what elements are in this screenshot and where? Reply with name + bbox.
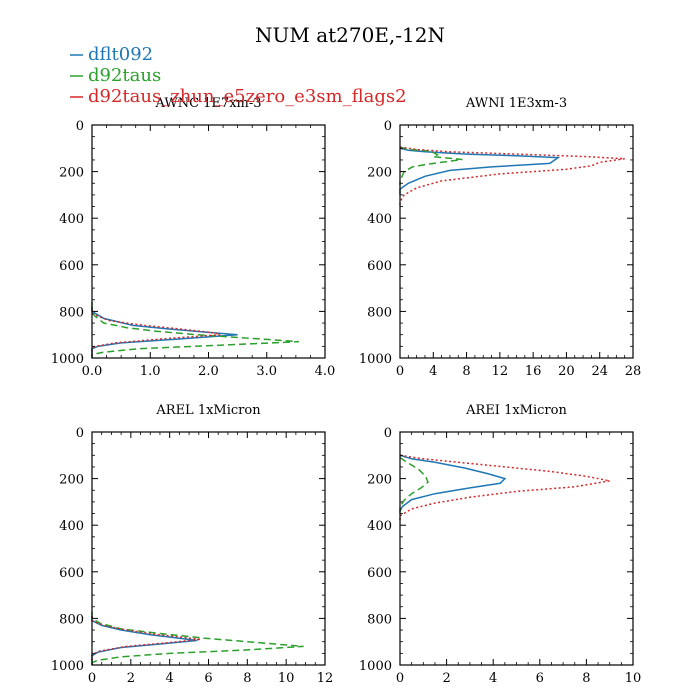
y-tick-label: 600	[367, 259, 392, 274]
x-tick-label: 4.0	[315, 364, 336, 379]
series-line-d92taus	[399, 456, 429, 514]
series-line-d92taus	[91, 302, 299, 358]
x-tick-label: 1.0	[140, 364, 161, 379]
plot-frame	[399, 124, 634, 359]
series-line-d92taus-zhun-e5zero-e3sm-flags2	[91, 309, 221, 358]
x-tick-label: 0	[396, 671, 404, 686]
x-tick-label: 0	[88, 671, 96, 686]
y-tick-label: 1000	[359, 659, 392, 674]
series-line-dflt092	[91, 616, 197, 665]
x-tick-label: 20	[558, 364, 575, 379]
panel-arei: 0 2 4 6 8 10 0 200 400 600 800 1000 AREI 1xMicron	[359, 403, 641, 686]
panel-arel: 0 2 4 6 8 10 12 0 200 400 600 800 1000 AREL 1xMicron	[51, 403, 333, 686]
series-line-dflt092	[399, 454, 507, 512]
series-line-d92taus-zhun-e5zero-e3sm-flags2	[91, 616, 201, 665]
y-tick-label: 1000	[51, 352, 84, 367]
x-tick-label: 3.0	[256, 364, 277, 379]
x-tick-label: 6	[536, 671, 544, 686]
y-tick-label: 0	[76, 426, 84, 441]
series-line-d92taus	[91, 611, 304, 665]
panel-title: AREI 1xMicron	[465, 403, 567, 418]
y-tick-label: 400	[59, 519, 84, 534]
series-line-dflt092	[91, 306, 238, 358]
y-tick-label: 600	[59, 566, 84, 581]
x-tick-label: 12	[492, 364, 509, 379]
panel-title: AWNC 1E7xm-3	[154, 96, 261, 111]
panel-awnc: 0.0 1.0 2.0 3.0 4.0 0 200 400 600 800 1000 AWNC 1E7…	[51, 96, 335, 379]
panel-title: AWNI 1E3xm-3	[465, 96, 567, 111]
series-line-d92taus-zhun-e5zero-e3sm-flags2	[399, 454, 610, 521]
legend-label: d92taus_zhun_e5zero_e3sm_flags2	[88, 86, 407, 107]
y-tick-label: 800	[367, 305, 392, 320]
y-tick-label: 200	[59, 166, 84, 181]
series-line-dflt092	[399, 147, 561, 195]
y-tick-label: 400	[367, 519, 392, 534]
x-tick-label: 4	[429, 364, 437, 379]
x-tick-label: 8	[243, 671, 251, 686]
x-tick-label: 6	[204, 671, 212, 686]
y-tick-label: 200	[367, 166, 392, 181]
x-tick-label: 28	[625, 364, 642, 379]
y-tick-label: 400	[59, 212, 84, 227]
x-tick-label: 2	[442, 671, 450, 686]
y-tick-label: 600	[59, 259, 84, 274]
series-line-d92taus-zhun-e5zero-e3sm-flags2	[399, 146, 625, 207]
x-tick-label: 12	[317, 671, 334, 686]
y-tick-label: 200	[59, 473, 84, 488]
y-tick-label: 1000	[51, 659, 84, 674]
figure-title: NUM at270E,-12N	[255, 23, 445, 47]
y-tick-label: 800	[59, 305, 84, 320]
plot-frame	[399, 431, 634, 666]
legend-label: dflt092	[88, 44, 153, 65]
y-tick-label: 0	[384, 426, 392, 441]
x-tick-label: 10	[278, 671, 295, 686]
y-tick-label: 600	[367, 566, 392, 581]
x-tick-label: 0.0	[82, 364, 103, 379]
x-tick-label: 4	[489, 671, 497, 686]
y-tick-label: 200	[367, 473, 392, 488]
legend-label: d92taus	[88, 65, 161, 86]
x-tick-label: 10	[625, 671, 642, 686]
y-tick-label: 1000	[359, 352, 392, 367]
x-tick-label: 8	[462, 364, 470, 379]
x-tick-label: 8	[582, 671, 590, 686]
y-tick-label: 800	[59, 612, 84, 627]
x-tick-label: 24	[591, 364, 608, 379]
y-tick-label: 400	[367, 212, 392, 227]
x-tick-label: 2	[127, 671, 135, 686]
panel-title: AREL 1xMicron	[155, 403, 261, 418]
x-tick-label: 2.0	[198, 364, 219, 379]
x-tick-label: 16	[525, 364, 542, 379]
y-tick-label: 0	[384, 119, 392, 134]
x-tick-label: 0	[396, 364, 404, 379]
legend: dflt092d92tausd92taus_zhun_e5zero_e3sm_f…	[70, 44, 407, 107]
x-tick-label: 4	[166, 671, 174, 686]
y-tick-label: 0	[76, 119, 84, 134]
y-tick-label: 800	[367, 612, 392, 627]
panel-awni: 0 4 8 12 16 20 24 28 0 200 400 600 800 1000 AWNI 1E3xm…	[359, 96, 641, 379]
